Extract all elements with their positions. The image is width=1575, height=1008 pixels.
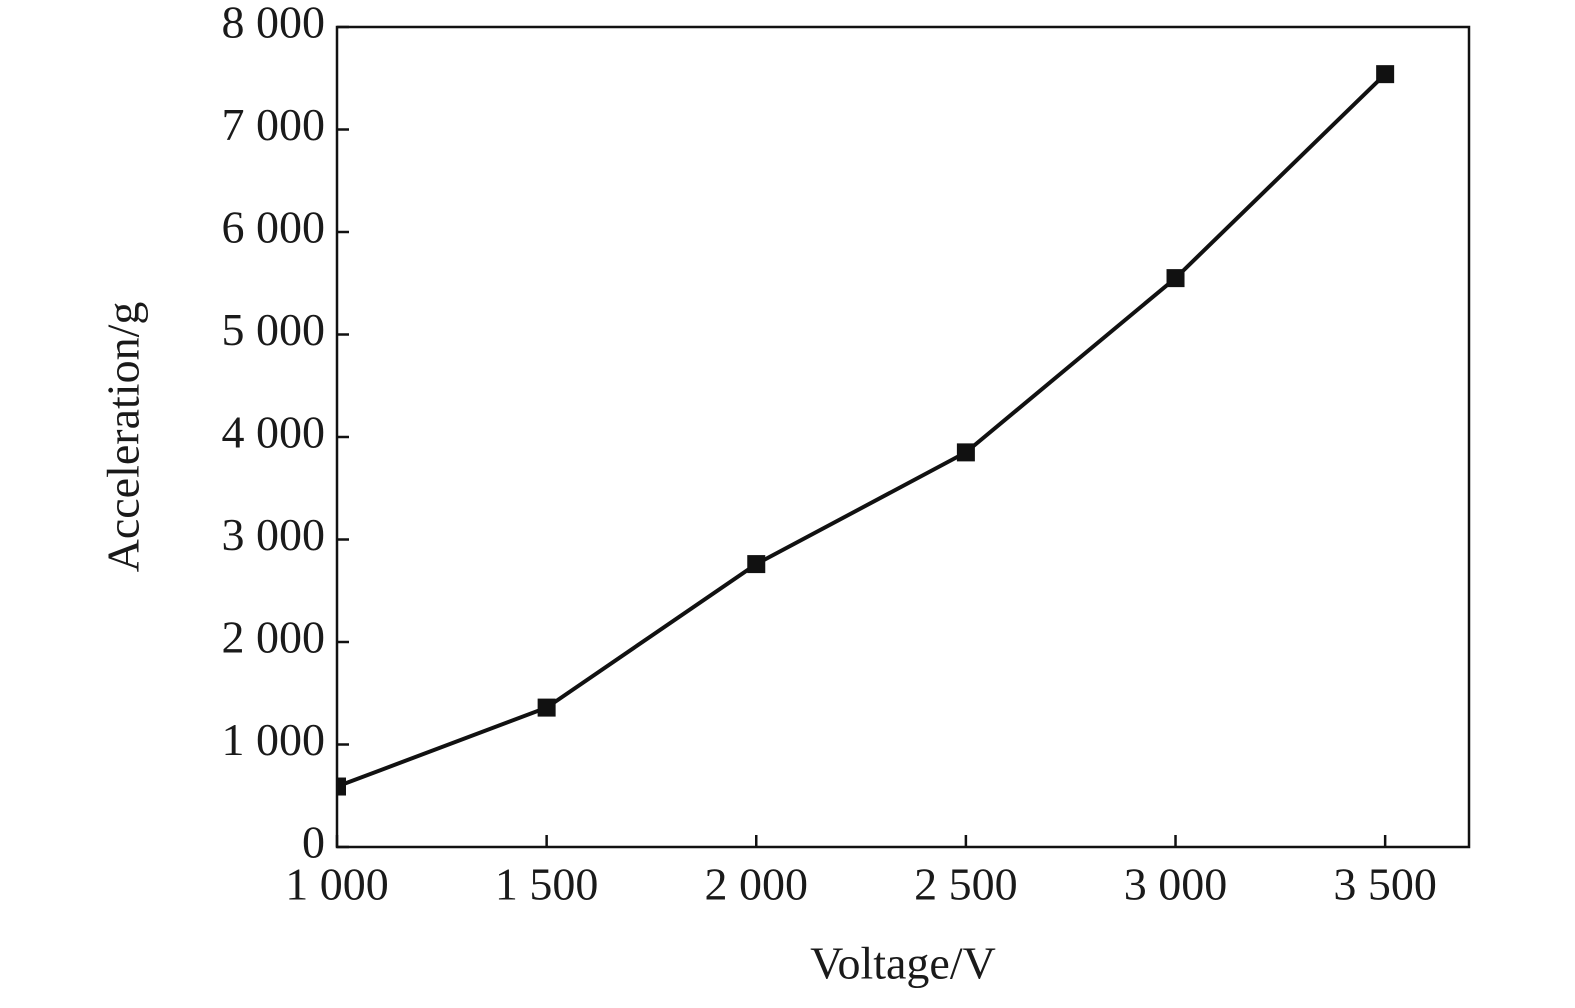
data-point bbox=[747, 555, 766, 574]
x-axis-label: Voltage/V bbox=[810, 938, 996, 989]
y-tick-label: 4 000 bbox=[222, 407, 326, 458]
x-tick-label: 2 000 bbox=[705, 859, 809, 910]
x-tick-label: 1 500 bbox=[495, 859, 599, 910]
data-point bbox=[956, 443, 975, 462]
x-tick-label: 2 500 bbox=[914, 859, 1018, 910]
x-tick-label: 3 000 bbox=[1124, 859, 1228, 910]
y-tick-label: 3 000 bbox=[222, 509, 326, 560]
data-point bbox=[537, 698, 556, 717]
y-tick-label: 8 000 bbox=[222, 0, 326, 48]
y-tick-label: 6 000 bbox=[222, 202, 326, 253]
y-tick-label: 7 000 bbox=[222, 99, 326, 150]
y-tick-label: 0 bbox=[302, 817, 325, 868]
data-point bbox=[1166, 269, 1185, 288]
y-tick-label: 2 000 bbox=[222, 612, 326, 663]
data-point bbox=[337, 777, 346, 796]
y-tick-label: 5 000 bbox=[222, 304, 326, 355]
data-line bbox=[336, 72, 1387, 789]
x-tick-label: 3 500 bbox=[1333, 859, 1437, 910]
x-tick-label: 1 000 bbox=[285, 859, 389, 910]
y-tick-label: 1 000 bbox=[222, 714, 326, 765]
y-axis-label: Acceleration/g bbox=[98, 302, 149, 573]
data-point bbox=[1376, 65, 1395, 84]
